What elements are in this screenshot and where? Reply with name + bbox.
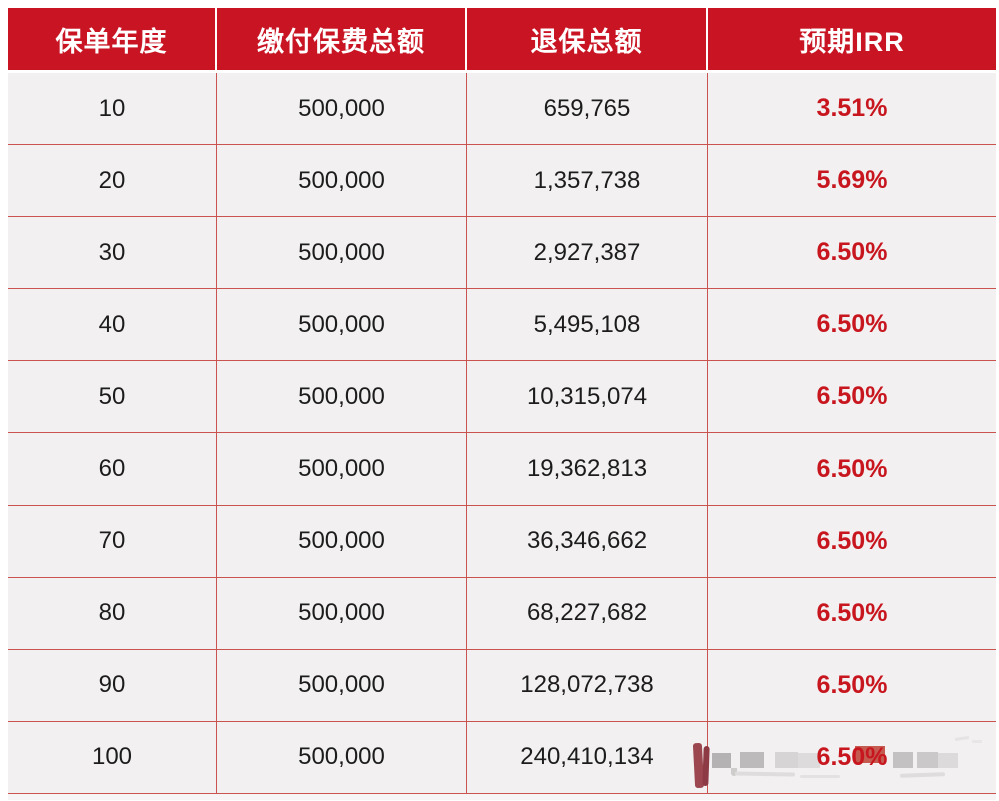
table-row: 80 500,000 68,227,682 6.50% — [8, 577, 996, 650]
cell-premium-total-value: 500,000 — [298, 671, 385, 699]
bottom-strip — [8, 793, 996, 800]
cell-expected-irr-value: 5.69% — [816, 166, 888, 195]
cell-expected-irr-value: 6.50% — [816, 382, 888, 411]
cell-surrender-total-value: 10,315,074 — [526, 382, 648, 410]
cell-premium-total-value: 500,000 — [298, 599, 385, 627]
table-header-row: 保单年度 缴付保费总额 退保总额 预期IRR — [8, 8, 996, 70]
cell-surrender-total-value: 659,765 — [543, 94, 631, 122]
cell-surrender-total: 68,227,682 — [466, 577, 707, 649]
cell-policy-year: 60 — [8, 433, 216, 504]
cell-premium-total-value: 500,000 — [298, 166, 385, 194]
cell-expected-irr: 6.50% — [707, 505, 996, 577]
cell-expected-irr-value: 6.50% — [816, 598, 888, 627]
cell-surrender-total-value: 36,346,662 — [526, 527, 648, 555]
cell-premium-total-value: 500,000 — [298, 310, 385, 338]
table-row: 100 500,000 240,410,134 6.50% — [8, 721, 996, 794]
cell-premium-total: 500,000 — [216, 649, 466, 721]
cell-policy-year-value: 90 — [98, 671, 126, 699]
cell-expected-irr-value: 6.50% — [816, 454, 888, 483]
table-row: 60 500,000 19,362,813 6.50% — [8, 433, 996, 506]
cell-expected-irr-value: 6.50% — [816, 310, 888, 339]
table-row: 20 500,000 1,357,738 5.69% — [8, 145, 996, 218]
table-body: 10 500,000 659,765 3.51% 20 500,000 1,357,738 5… — [8, 73, 996, 794]
cell-surrender-total-value: 5,495,108 — [533, 310, 641, 338]
cell-expected-irr-value: 6.50% — [816, 526, 888, 555]
cell-expected-irr-value: 6.50% — [816, 238, 888, 267]
table-row: 30 500,000 2,927,387 6.50% — [8, 217, 996, 290]
cell-premium-total: 500,000 — [216, 721, 466, 793]
cell-premium-total: 500,000 — [216, 145, 466, 217]
cell-expected-irr: 6.50% — [707, 217, 996, 289]
cell-policy-year: 70 — [8, 506, 216, 577]
cell-expected-irr: 6.50% — [707, 577, 996, 649]
cell-surrender-total: 1,357,738 — [466, 145, 707, 217]
cell-surrender-total: 19,362,813 — [466, 433, 707, 505]
cell-policy-year-value: 60 — [98, 455, 126, 483]
cell-policy-year-value: 40 — [98, 310, 126, 338]
cell-surrender-total: 2,927,387 — [466, 217, 707, 289]
table-row: 90 500,000 128,072,738 6.50% — [8, 649, 996, 722]
cell-premium-total: 500,000 — [216, 505, 466, 577]
cell-policy-year: 100 — [8, 722, 216, 793]
cell-expected-irr: 6.50% — [707, 433, 996, 505]
cell-surrender-total: 36,346,662 — [466, 505, 707, 577]
cell-expected-irr: 6.50% — [707, 361, 996, 433]
table-row: 40 500,000 5,495,108 6.50% — [8, 289, 996, 362]
cell-expected-irr: 5.69% — [707, 145, 996, 217]
table-row: 50 500,000 10,315,074 6.50% — [8, 361, 996, 434]
cell-surrender-total: 10,315,074 — [466, 361, 707, 433]
cell-surrender-total-value: 240,410,134 — [520, 743, 654, 771]
cell-premium-total-value: 500,000 — [298, 527, 385, 555]
column-header-surrender-total: 退保总额 — [467, 8, 706, 70]
cell-premium-total-value: 500,000 — [298, 94, 385, 122]
cell-premium-total-value: 500,000 — [298, 743, 385, 771]
column-header-expected-irr: 预期IRR — [708, 8, 996, 70]
table-row: 10 500,000 659,765 3.51% — [8, 73, 996, 146]
cell-expected-irr: 6.50% — [707, 289, 996, 361]
cell-policy-year: 80 — [8, 578, 216, 649]
cell-premium-total: 500,000 — [216, 433, 466, 505]
cell-policy-year-value: 10 — [98, 94, 126, 122]
policy-irr-table: 保单年度 缴付保费总额 退保总额 预期IRR 10 500,000 659,765 3… — [8, 8, 996, 800]
cell-policy-year-value: 20 — [98, 166, 126, 194]
cell-surrender-total: 128,072,738 — [466, 649, 707, 721]
cell-premium-total: 500,000 — [216, 289, 466, 361]
cell-surrender-total-value: 1,357,738 — [533, 166, 641, 194]
column-header-policy-year: 保单年度 — [8, 8, 215, 70]
cell-surrender-total: 5,495,108 — [466, 289, 707, 361]
cell-policy-year-value: 30 — [98, 238, 126, 266]
cell-policy-year: 30 — [8, 217, 216, 288]
cell-surrender-total-value: 19,362,813 — [526, 455, 648, 483]
column-header-total-premium: 缴付保费总额 — [217, 8, 465, 70]
cell-policy-year-value: 50 — [98, 382, 126, 410]
cell-policy-year: 20 — [8, 145, 216, 216]
cell-premium-total-value: 500,000 — [298, 455, 385, 483]
cell-expected-irr: 3.51% — [707, 73, 996, 145]
cell-premium-total-value: 500,000 — [298, 238, 385, 266]
cell-premium-total: 500,000 — [216, 577, 466, 649]
cell-policy-year-value: 70 — [98, 527, 126, 555]
cell-surrender-total: 240,410,134 — [466, 721, 707, 793]
cell-surrender-total-value: 2,927,387 — [533, 238, 641, 266]
cell-surrender-total-value: 128,072,738 — [520, 671, 654, 699]
cell-policy-year: 90 — [8, 650, 216, 721]
cell-policy-year: 10 — [8, 73, 216, 144]
cell-premium-total: 500,000 — [216, 361, 466, 433]
cell-expected-irr: 6.50% — [707, 721, 996, 793]
cell-expected-irr-value: 6.50% — [816, 742, 888, 771]
cell-expected-irr-value: 6.50% — [816, 670, 888, 699]
cell-expected-irr-value: 3.51% — [816, 94, 888, 123]
cell-surrender-total-value: 68,227,682 — [526, 599, 648, 627]
cell-premium-total: 500,000 — [216, 217, 466, 289]
cell-policy-year: 50 — [8, 361, 216, 432]
cell-surrender-total: 659,765 — [466, 73, 707, 145]
table-row: 70 500,000 36,346,662 6.50% — [8, 505, 996, 578]
cell-premium-total: 500,000 — [216, 73, 466, 145]
cell-policy-year-value: 80 — [98, 599, 126, 627]
cell-premium-total-value: 500,000 — [298, 382, 385, 410]
cell-policy-year-value: 100 — [91, 743, 133, 771]
cell-policy-year: 40 — [8, 289, 216, 360]
cell-expected-irr: 6.50% — [707, 649, 996, 721]
